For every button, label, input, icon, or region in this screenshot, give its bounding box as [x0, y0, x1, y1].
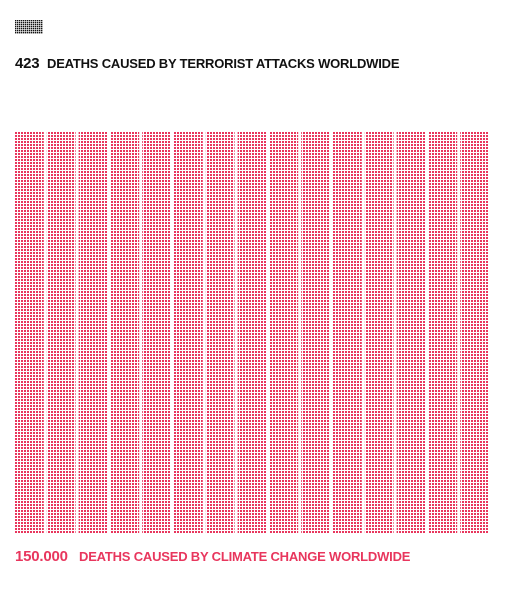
- climate-deaths-column: [205, 132, 235, 533]
- climate-deaths-column: [364, 132, 394, 533]
- climate-deaths-column: [301, 132, 330, 533]
- climate-deaths-column: [15, 132, 44, 533]
- terrorism-value-label: 423: [15, 55, 39, 72]
- climate-deaths-column: [460, 132, 489, 533]
- climate-deaths-column: [333, 132, 362, 533]
- climate-value-label: 150.000: [15, 548, 68, 565]
- climate-description-label: DEATHS CAUSED BY CLIMATE CHANGE WORLDWID…: [79, 549, 411, 564]
- terrorism-deaths-block: [15, 20, 43, 34]
- climate-deaths-column: [174, 132, 203, 533]
- climate-deaths-column: [428, 132, 458, 533]
- climate-deaths-column: [46, 132, 76, 533]
- climate-deaths-column: [269, 132, 299, 533]
- climate-deaths-column: [396, 132, 426, 533]
- climate-deaths-column: [78, 132, 108, 533]
- climate-deaths-column: [110, 132, 140, 533]
- terrorism-description-label: DEATHS CAUSED BY TERRORIST ATTACKS WORLD…: [47, 56, 400, 71]
- climate-deaths-block: [15, 132, 489, 533]
- climate-deaths-column: [237, 132, 267, 533]
- climate-deaths-column: [142, 132, 171, 533]
